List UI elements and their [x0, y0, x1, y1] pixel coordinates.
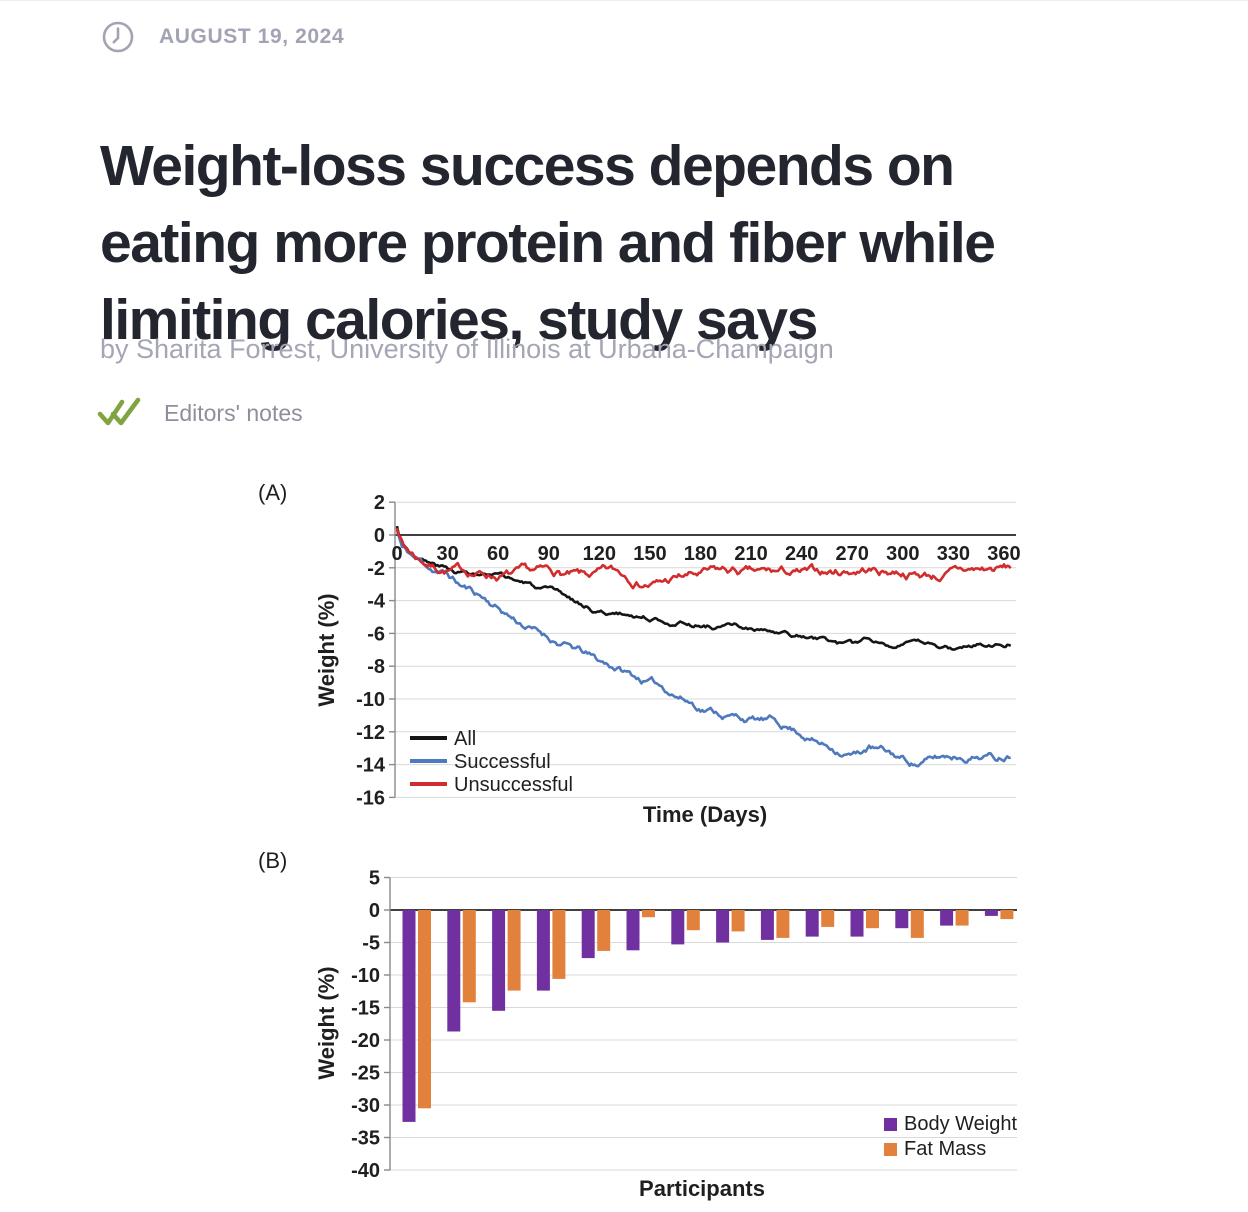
svg-text:Participants: Participants	[639, 1176, 765, 1201]
editors-notes-link[interactable]: Editors' notes	[97, 396, 303, 430]
svg-text:Unsuccessful: Unsuccessful	[454, 774, 573, 796]
svg-text:Time (Days): Time (Days)	[643, 802, 767, 827]
clock-icon	[102, 21, 134, 53]
svg-text:-40: -40	[351, 1160, 380, 1182]
svg-text:90: 90	[538, 543, 560, 565]
svg-text:All: All	[454, 728, 476, 750]
svg-text:-25: -25	[351, 1063, 380, 1085]
article-date: AUGUST 19, 2024	[159, 25, 345, 48]
svg-text:-12: -12	[356, 722, 385, 744]
svg-text:180: 180	[684, 543, 717, 565]
svg-text:330: 330	[937, 543, 970, 565]
svg-text:-6: -6	[367, 623, 385, 645]
editors-notes-label: Editors' notes	[164, 399, 303, 426]
svg-text:-10: -10	[356, 689, 385, 711]
svg-text:Body Weight: Body Weight	[904, 1113, 1017, 1135]
participants-bar-chart: 5 0 -5 -10 -15 -20 -25 -30 -35 -40 Body Weight Fat …	[258, 848, 1017, 1201]
svg-text:(B): (B)	[258, 848, 287, 873]
svg-text:120: 120	[583, 543, 616, 565]
study-figure: 2 0 -2 -4 -6 -8 -10 -12 -14 -16 0 30 60 90 120 150 180 21…	[0, 470, 1248, 1212]
svg-text:360: 360	[987, 543, 1020, 565]
article-title-line-3: limiting calories, study says	[100, 288, 818, 353]
svg-text:300: 300	[886, 543, 919, 565]
svg-text:150: 150	[633, 543, 666, 565]
svg-text:0: 0	[374, 525, 385, 547]
svg-text:-14: -14	[356, 755, 386, 777]
svg-text:-30: -30	[351, 1095, 380, 1117]
svg-text:Weight (%): Weight (%)	[314, 966, 339, 1079]
svg-text:-16: -16	[356, 787, 385, 809]
svg-text:2: 2	[374, 492, 385, 514]
svg-text:240: 240	[785, 543, 818, 565]
svg-text:-10: -10	[351, 965, 380, 987]
svg-text:60: 60	[487, 543, 509, 565]
svg-text:-2: -2	[367, 558, 385, 580]
svg-text:Successful: Successful	[454, 751, 551, 773]
svg-text:-35: -35	[351, 1128, 380, 1150]
svg-text:270: 270	[836, 543, 869, 565]
article-title-line-2: eating more protein and fiber while	[100, 211, 996, 276]
svg-text:Weight (%): Weight (%)	[314, 593, 339, 706]
svg-text:-20: -20	[351, 1030, 380, 1052]
svg-text:-15: -15	[351, 998, 380, 1020]
double-check-icon	[97, 397, 141, 426]
svg-text:(A): (A)	[258, 480, 287, 505]
svg-text:30: 30	[436, 543, 458, 565]
article-byline: by Sharita Forrest, University of Illino…	[100, 334, 834, 364]
weight-loss-line-chart: 2 0 -2 -4 -6 -8 -10 -12 -14 -16 0 30 60 90 120 150 180 21…	[258, 480, 1021, 827]
svg-text:0: 0	[369, 900, 380, 922]
svg-text:Fat Mass: Fat Mass	[904, 1138, 986, 1160]
article-title-line-1: Weight-loss success depends on	[100, 134, 955, 199]
article-date-row: AUGUST 19, 2024	[100, 19, 344, 55]
svg-text:-5: -5	[362, 933, 380, 955]
svg-text:-4: -4	[367, 591, 386, 613]
article-title: Weight-loss success depends on eating mo…	[100, 128, 1175, 359]
svg-text:5: 5	[369, 868, 380, 890]
page-top-divider	[0, 0, 1248, 1]
svg-text:210: 210	[734, 543, 767, 565]
svg-text:-8: -8	[367, 656, 385, 678]
svg-text:0: 0	[391, 543, 402, 565]
